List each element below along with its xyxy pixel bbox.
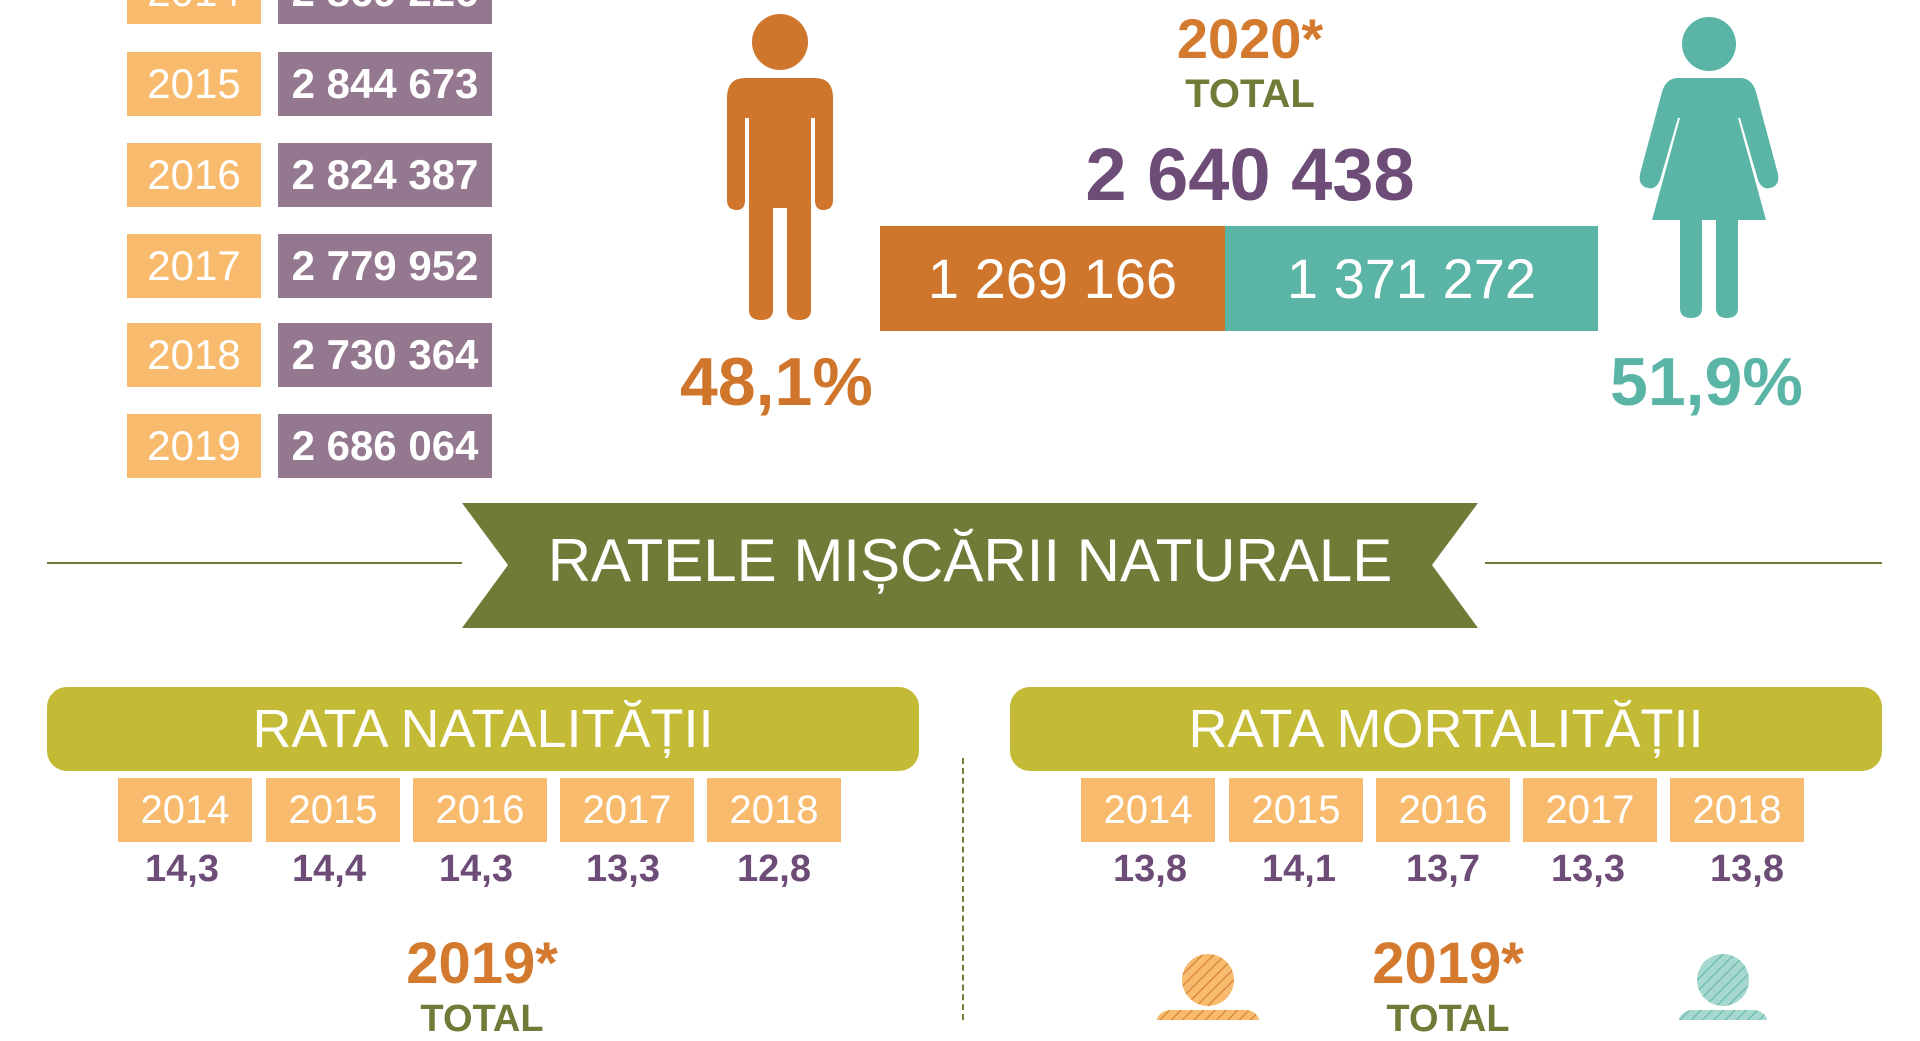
divider-right xyxy=(1485,562,1882,564)
year-box-2016: 2016 xyxy=(127,143,261,207)
section-banner xyxy=(462,503,1478,628)
birth-rate-value-2018: 12,8 xyxy=(737,848,811,890)
male-population-bar: 1 269 166 xyxy=(880,226,1225,331)
year-box-2019: 2019 xyxy=(127,414,261,478)
population-value-2018: 2 730 364 xyxy=(278,323,492,387)
population-value-2019: 2 686 064 xyxy=(278,414,492,478)
death-rate-value-2015: 14,1 xyxy=(1262,848,1336,890)
female-bust-icon xyxy=(1678,954,1768,1020)
death-rate-year-2015: 2015 xyxy=(1229,778,1363,842)
year-box-2015: 2015 xyxy=(127,52,261,116)
year-box-2014: 2014 xyxy=(127,0,261,24)
birth-rate-value-2017: 13,3 xyxy=(586,848,660,890)
birth-rate-value-2015: 14,4 xyxy=(292,848,366,890)
death-rate-current-year: 2019* xyxy=(1372,931,1524,996)
male-percent: 48,1% xyxy=(680,344,873,420)
death-rate-year-2014: 2014 xyxy=(1081,778,1215,842)
year-box-2018: 2018 xyxy=(127,323,261,387)
death-rate-value-2018: 13,8 xyxy=(1710,848,1784,890)
year-box-2017: 2017 xyxy=(127,234,261,298)
male-figure-icon xyxy=(727,14,833,320)
birth-rate-header: RATA NATALITĂȚII xyxy=(47,687,919,771)
death-rate-value-2016: 13,7 xyxy=(1406,848,1480,890)
female-figure-icon xyxy=(1639,17,1779,318)
birth-rate-year-2018: 2018 xyxy=(707,778,841,842)
birth-rate-current-year: 2019* xyxy=(406,931,558,996)
birth-rate-value-2016: 14,3 xyxy=(439,848,513,890)
death-rate-value-2014: 13,8 xyxy=(1113,848,1187,890)
birth-rate-year-2014: 2014 xyxy=(118,778,252,842)
birth-rate-value-2014: 14,3 xyxy=(145,848,219,890)
population-value-2014: 2 869 226 xyxy=(278,0,492,24)
population-value-2015: 2 844 673 xyxy=(278,52,492,116)
current-total-label: TOTAL xyxy=(1185,72,1315,116)
current-year: 2020* xyxy=(1176,7,1324,70)
death-rate-header: RATA MORTALITĂȚII xyxy=(1010,687,1882,771)
death-rate-year-2016: 2016 xyxy=(1376,778,1510,842)
section-title: RATELE MIȘCĂRII NATURALE xyxy=(547,527,1393,594)
panel-separator xyxy=(962,758,964,1020)
population-value-2017: 2 779 952 xyxy=(278,234,492,298)
birth-rate-year-2017: 2017 xyxy=(560,778,694,842)
male-bust-icon xyxy=(1156,954,1260,1020)
divider-left xyxy=(47,562,462,564)
current-total-value: 2 640 438 xyxy=(1085,133,1415,216)
birth-rate-year-2016: 2016 xyxy=(413,778,547,842)
death-rate-year-2018: 2018 xyxy=(1670,778,1804,842)
death-rate-value-2017: 13,3 xyxy=(1551,848,1625,890)
female-percent: 51,9% xyxy=(1610,344,1803,420)
population-value-2016: 2 824 387 xyxy=(278,143,492,207)
female-population-bar: 1 371 272 xyxy=(1225,226,1598,331)
death-rate-year-2017: 2017 xyxy=(1523,778,1657,842)
birth-rate-year-2015: 2015 xyxy=(266,778,400,842)
